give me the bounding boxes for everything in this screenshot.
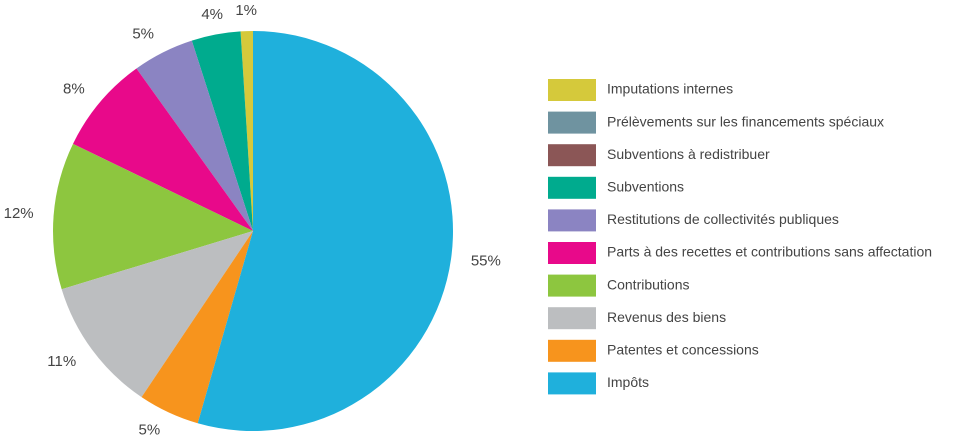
pie-slice xyxy=(72,68,253,231)
slice-label: 8% xyxy=(63,80,85,97)
legend-label: Subventions à redistribuer xyxy=(607,146,770,162)
pie-slice xyxy=(197,31,453,432)
legend-swatch xyxy=(548,274,596,297)
legend-swatch xyxy=(548,242,596,264)
slice-label: 1% xyxy=(235,2,257,19)
pie-slice xyxy=(61,231,253,398)
legend-swatch xyxy=(548,111,596,134)
pie-slice xyxy=(240,31,253,231)
slice-label: 11% xyxy=(47,353,76,370)
pie-slice xyxy=(240,31,253,231)
legend-label: Restitutions de collectivités publiques xyxy=(607,211,839,227)
legend-label: Subventions xyxy=(607,179,684,195)
legend-label: Imputations internes xyxy=(607,81,733,97)
slice-label: 55% xyxy=(471,253,501,270)
slice-label: 5% xyxy=(139,421,161,437)
legend-label: Contributions xyxy=(607,276,690,292)
pie-slice xyxy=(136,40,253,231)
slice-label: 5% xyxy=(132,25,154,42)
pie-slice xyxy=(52,143,253,290)
legend-label: Revenus des biens xyxy=(607,309,726,325)
legend-label: Impôts xyxy=(607,374,649,390)
slice-label: 4% xyxy=(201,6,223,23)
legend-swatch xyxy=(548,339,596,362)
legend-label: Patentes et concessions xyxy=(607,342,759,358)
legend-swatch xyxy=(548,209,596,232)
legend-label: Prélèvements sur les financements spécia… xyxy=(607,113,884,129)
legend-swatch xyxy=(548,372,596,395)
legend-swatch xyxy=(548,79,596,101)
pie-slice xyxy=(191,31,253,231)
pie-slice xyxy=(141,231,253,424)
slice-label: 12% xyxy=(4,205,34,222)
legend-label: Parts à des recettes et contributions sa… xyxy=(607,244,932,260)
legend-swatch xyxy=(548,307,596,330)
legend-swatch xyxy=(548,176,596,199)
legend-swatch xyxy=(548,144,596,167)
